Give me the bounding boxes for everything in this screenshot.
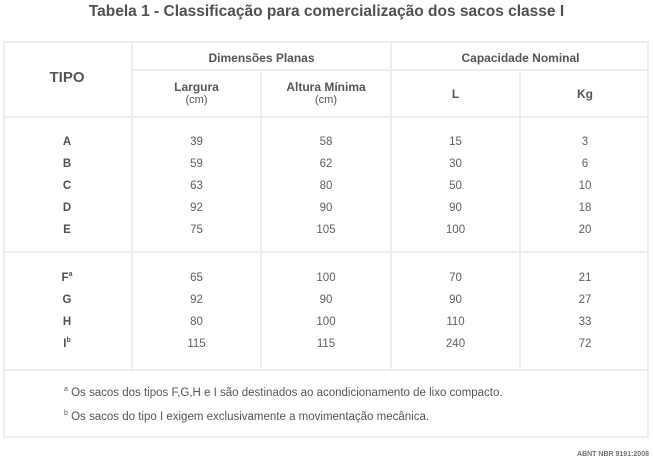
header-largura-label: Largura bbox=[174, 80, 219, 94]
divider-header-bottom bbox=[3, 116, 649, 118]
cell-altura: 90 bbox=[319, 202, 333, 214]
tipo-footnote-mark: a bbox=[68, 271, 73, 279]
cell-kg: 10 bbox=[578, 180, 592, 192]
cell-tipo: C bbox=[3, 180, 131, 192]
divider-largura-altura bbox=[260, 69, 262, 369]
cell-altura: 100 bbox=[316, 272, 336, 284]
cell-l: 70 bbox=[449, 272, 462, 284]
cell-l: 240 bbox=[445, 338, 466, 350]
cell-kg: 18 bbox=[578, 202, 592, 214]
header-dimensoes-planas: Dimensões Planas bbox=[208, 51, 315, 65]
cell-largura: 75 bbox=[190, 224, 203, 236]
header-kg: Kg bbox=[577, 87, 593, 101]
tipo-label: B bbox=[62, 158, 72, 170]
footnote-a-mark: a bbox=[64, 386, 68, 394]
cell-tipo: B bbox=[3, 158, 131, 170]
tipo-label: H bbox=[62, 316, 72, 328]
tipo-label: I bbox=[63, 338, 67, 350]
cell-altura: 115 bbox=[316, 338, 336, 350]
cell-altura: 90 bbox=[319, 294, 333, 306]
cell-largura: 59 bbox=[190, 158, 203, 170]
cell-largura: 39 bbox=[190, 136, 203, 148]
footnote-a-text: Os sacos dos tipos F,G,H e I são destina… bbox=[71, 387, 503, 399]
cell-kg: 3 bbox=[581, 136, 589, 148]
cell-largura: 80 bbox=[190, 316, 203, 328]
cell-altura: 100 bbox=[316, 316, 336, 328]
header-tipo: TIPO bbox=[49, 69, 85, 86]
cell-altura: 105 bbox=[316, 224, 336, 236]
cell-l: 90 bbox=[449, 202, 462, 214]
header-altura: Altura Mínima (cm) bbox=[262, 80, 390, 107]
cell-l: 90 bbox=[449, 294, 462, 306]
divider-l-kg bbox=[519, 69, 521, 369]
footnote-b: b Os sacos do tipo I exigem exclusivamen… bbox=[64, 410, 430, 423]
source-reference: ABNT NBR 9191:2008 bbox=[577, 451, 649, 458]
cell-altura: 80 bbox=[319, 180, 333, 192]
tipo-label: E bbox=[63, 224, 71, 236]
cell-largura: 92 bbox=[190, 294, 203, 306]
cell-tipo: E bbox=[3, 224, 131, 236]
cell-largura: 63 bbox=[190, 180, 203, 192]
cell-kg: 27 bbox=[578, 294, 592, 306]
cell-l: 15 bbox=[449, 136, 462, 148]
header-capacidade-nominal: Capacidade Nominal bbox=[461, 51, 580, 65]
tipo-footnote-mark: b bbox=[66, 337, 71, 345]
footnote-b-text: Os sacos do tipo I exigem exclusivamente… bbox=[71, 411, 430, 423]
header-largura: Largura (cm) bbox=[133, 80, 260, 107]
cell-kg: 21 bbox=[578, 272, 592, 284]
cell-l: 50 bbox=[449, 180, 462, 192]
divider-tipo-column bbox=[131, 41, 133, 369]
footnote-b-mark: b bbox=[64, 410, 68, 418]
cell-altura: 62 bbox=[319, 158, 333, 170]
cell-kg: 6 bbox=[581, 158, 589, 170]
cell-kg: 20 bbox=[578, 224, 592, 236]
tipo-label: D bbox=[62, 202, 72, 214]
divider-dim-cap bbox=[390, 41, 392, 369]
table-title: Tabela 1 - Classificação para comerciali… bbox=[88, 3, 565, 20]
cell-tipo: G bbox=[3, 294, 131, 306]
divider-group1-bottom bbox=[3, 251, 649, 253]
header-litros: L bbox=[451, 87, 460, 101]
table-frame bbox=[3, 41, 649, 438]
footnote-a: a Os sacos dos tipos F,G,H e I são desti… bbox=[64, 386, 503, 399]
cell-tipo: D bbox=[3, 202, 131, 214]
cell-largura: 92 bbox=[190, 202, 203, 214]
cell-kg: 72 bbox=[578, 338, 592, 350]
cell-l: 100 bbox=[445, 224, 466, 236]
cell-largura: 65 bbox=[190, 272, 203, 284]
cell-l: 110 bbox=[446, 316, 465, 328]
cell-altura: 58 bbox=[319, 136, 333, 148]
tipo-label: F bbox=[61, 272, 69, 284]
cell-tipo: H bbox=[3, 316, 131, 328]
cell-l: 30 bbox=[449, 158, 462, 170]
header-largura-unit: (cm) bbox=[185, 94, 208, 106]
cell-largura: 115 bbox=[187, 338, 206, 350]
cell-tipo: Ib bbox=[3, 337, 131, 350]
divider-notes-top bbox=[3, 369, 649, 371]
tipo-label: C bbox=[62, 180, 72, 192]
cell-kg: 33 bbox=[578, 316, 592, 328]
cell-tipo: A bbox=[3, 136, 131, 148]
cell-tipo: Fa bbox=[3, 271, 131, 284]
header-altura-label: Altura Mínima bbox=[286, 80, 366, 94]
tipo-label: G bbox=[62, 294, 72, 306]
header-altura-unit: (cm) bbox=[315, 94, 337, 106]
tipo-label: A bbox=[62, 136, 72, 148]
